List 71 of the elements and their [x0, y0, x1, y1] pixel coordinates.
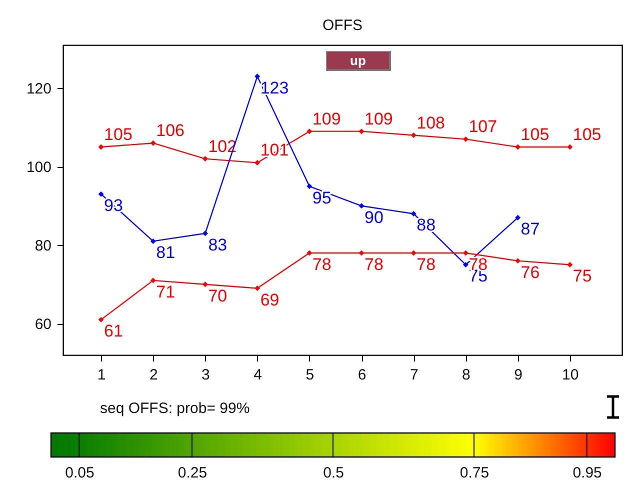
x-tick-label: 8 [462, 366, 470, 384]
data-label: 105 [104, 125, 132, 144]
data-label: 109 [312, 109, 341, 128]
point [358, 128, 364, 134]
point [567, 144, 573, 150]
point [98, 316, 104, 322]
chart-title: OFFS [322, 17, 362, 34]
data-label: 76 [520, 262, 540, 282]
point [254, 74, 260, 80]
point [150, 278, 156, 284]
point [410, 132, 416, 138]
data-label: 83 [208, 235, 228, 254]
x-tick-label: 2 [149, 366, 158, 384]
data-label: 95 [312, 188, 332, 208]
point [306, 128, 312, 134]
y-tick-label: 60 [34, 316, 52, 334]
point [202, 230, 208, 236]
button: up [326, 51, 391, 71]
data-label: 78 [416, 254, 436, 274]
y-tick-label: 120 [26, 80, 52, 98]
point [410, 210, 416, 216]
color-bar-label: 0.05 [65, 464, 94, 482]
point [462, 262, 468, 268]
point [254, 286, 260, 292]
x-tick-label: 10 [562, 366, 579, 384]
data-label: 87 [520, 220, 540, 239]
data-label: 105 [520, 125, 550, 144]
point [202, 282, 208, 288]
color-bar-label: 0.25 [178, 464, 208, 482]
data-label: 70 [208, 286, 228, 306]
data-label: 90 [364, 208, 384, 227]
data-label: 105 [572, 125, 602, 144]
data-label: 109 [364, 109, 393, 128]
x-tick-label: 9 [514, 366, 522, 384]
x-tick-label: 6 [358, 366, 366, 384]
point [150, 140, 156, 146]
point [515, 258, 521, 264]
point [358, 250, 364, 256]
point [98, 144, 104, 150]
point [567, 262, 573, 268]
color-bar-label: 0.75 [460, 464, 490, 482]
data-label: 107 [468, 117, 498, 136]
text: seq OFFS: prob= 99% [100, 400, 250, 417]
point [202, 156, 208, 162]
x-tick-label: 1 [97, 366, 106, 384]
x-tick-label: 5 [306, 366, 314, 384]
data-label: 61 [104, 322, 123, 341]
x-tick-label: 4 [254, 366, 262, 384]
color-bar-label: 0.5 [323, 464, 344, 482]
point [462, 136, 468, 142]
data-label: 106 [156, 121, 185, 140]
point [515, 214, 521, 220]
data-label: 78 [312, 254, 332, 274]
point [98, 191, 104, 197]
point [410, 250, 416, 256]
point [358, 203, 364, 209]
y-tick-label: 80 [34, 238, 52, 255]
color-bar-label: 0.95 [572, 464, 602, 482]
data-label: 75 [572, 266, 592, 286]
data-label: 71 [156, 282, 176, 302]
x-tick-label: 3 [202, 366, 210, 384]
data-label: 69 [260, 290, 280, 310]
point [150, 238, 156, 244]
data-label: 81 [156, 243, 176, 262]
data-label: 78 [364, 254, 384, 274]
y-tick-label: 100 [26, 159, 52, 176]
data-label: 108 [416, 113, 445, 132]
x-tick-label: 7 [410, 366, 418, 384]
point [306, 250, 312, 256]
point [306, 184, 312, 190]
point [254, 160, 260, 166]
